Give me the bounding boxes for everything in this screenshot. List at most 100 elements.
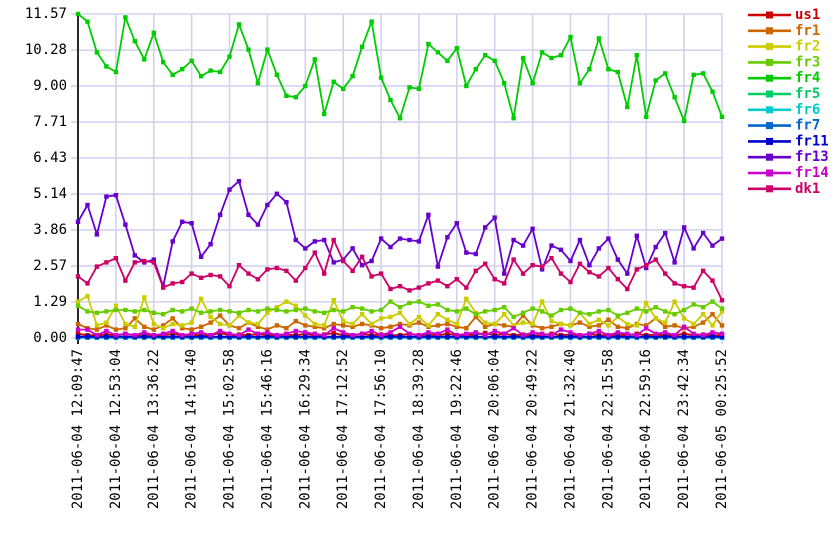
series-marker-fr4 [473,67,478,72]
series-marker-fr3 [180,309,185,314]
series-marker-fr11 [530,334,535,339]
series-marker-fr2 [549,319,554,324]
series-marker-fr1 [350,324,355,329]
series-marker-fr2 [303,313,308,318]
series-marker-dk1 [492,277,497,282]
series-marker-dk1 [189,271,194,276]
y-tick-label: 3.86 [33,222,67,238]
series-marker-fr14 [464,331,469,336]
series-marker-fr13 [700,230,706,236]
series-marker-fr13 [388,244,393,250]
series-marker-fr13 [312,239,317,244]
series-marker-fr3 [606,307,611,313]
legend-label-fr13: fr13 [795,149,829,165]
series-marker-fr13 [331,260,336,265]
y-tick-label: 5.14 [33,186,67,202]
y-tick-label: 6.43 [33,150,67,166]
series-marker-fr14 [615,330,620,335]
series-marker-dk1 [113,256,119,261]
series-marker-dk1 [530,263,535,268]
series-marker-fr1 [322,326,327,331]
legend-label-fr3: fr3 [795,54,820,70]
series-marker-fr14 [445,327,450,332]
series-marker-fr11 [502,334,507,339]
series-marker-fr2 [435,312,441,317]
legend-marker-fr1 [766,27,773,35]
series-marker-fr11 [388,334,393,339]
series-marker-dk1 [227,284,232,289]
series-marker-fr13 [530,226,535,231]
series-marker-dk1 [132,260,137,265]
x-tick-label: 2011-06-04 23:42:34 [676,349,692,509]
series-marker-dk1 [208,272,213,278]
series-marker-fr11 [445,334,450,339]
series-marker-dk1 [539,264,545,269]
series-marker-fr4 [663,71,668,76]
series-marker-fr14 [274,333,280,338]
series-marker-dk1 [274,265,280,271]
series-marker-fr3 [615,313,620,318]
series-marker-dk1 [435,278,441,283]
series-marker-fr3 [454,309,459,314]
series-marker-fr11 [587,334,592,339]
series-marker-fr2 [483,320,488,325]
series-marker-fr13 [151,257,156,262]
series-marker-fr4 [483,53,488,58]
series-marker-fr11 [142,334,147,339]
series-marker-fr14 [700,333,706,338]
series-marker-fr2 [293,303,298,308]
series-marker-fr11 [615,334,620,339]
series-marker-fr13 [274,191,280,196]
series-marker-dk1 [94,264,100,269]
series-marker-fr14 [483,333,488,338]
series-marker-fr14 [104,328,109,334]
series-marker-fr1 [587,324,592,329]
series-marker-fr2 [558,321,564,327]
series-marker-fr11 [341,334,346,339]
series-marker-fr1 [189,327,194,332]
series-marker-fr4 [653,78,658,83]
series-marker-fr1 [473,314,478,320]
series-marker-fr14 [378,333,384,338]
series-marker-fr4 [691,72,696,77]
x-tick-label: 2011-06-04 14:19:40 [184,349,200,509]
series-marker-fr4 [85,19,90,24]
series-marker-fr13 [123,222,128,227]
series-marker-fr4 [502,81,507,86]
series-marker-fr4 [511,116,516,121]
series-marker-fr4 [170,72,175,77]
series-marker-fr13 [85,202,90,208]
series-marker-fr13 [483,225,488,230]
series-marker-fr13 [672,260,677,265]
series-marker-fr14 [625,331,630,336]
series-marker-us1 [170,331,175,336]
series-marker-fr14 [85,327,90,332]
series-marker-fr13 [473,251,478,257]
x-tick-label: 2011-06-04 12:53:04 [108,349,124,509]
series-marker-fr11 [710,334,715,339]
series-marker-fr11 [359,334,365,339]
legend-label-fr1: fr1 [795,23,820,39]
series-marker-us1 [681,331,687,336]
series-marker-fr2 [378,316,384,321]
series-marker-fr2 [445,317,450,322]
series-marker-fr1 [378,326,384,331]
series-marker-dk1 [217,274,223,279]
series-marker-fr14 [558,327,564,332]
legend-label-fr2: fr2 [795,39,820,55]
series-marker-fr4 [587,67,592,72]
series-marker-fr13 [445,235,450,240]
series-marker-fr2 [265,310,270,315]
series-marker-fr14 [284,331,289,336]
series-marker-fr1 [520,313,526,318]
series-marker-fr3 [530,306,535,311]
series-marker-dk1 [284,268,289,273]
series-marker-dk1 [416,285,422,290]
x-tick-label: 2011-06-05 00:25:52 [714,349,730,509]
series-marker-fr13 [549,243,554,248]
series-marker-fr14 [691,331,696,336]
series-marker-dk1 [265,267,270,272]
series-marker-fr3 [378,307,384,313]
series-marker-dk1 [303,265,308,271]
series-marker-fr1 [719,323,725,328]
